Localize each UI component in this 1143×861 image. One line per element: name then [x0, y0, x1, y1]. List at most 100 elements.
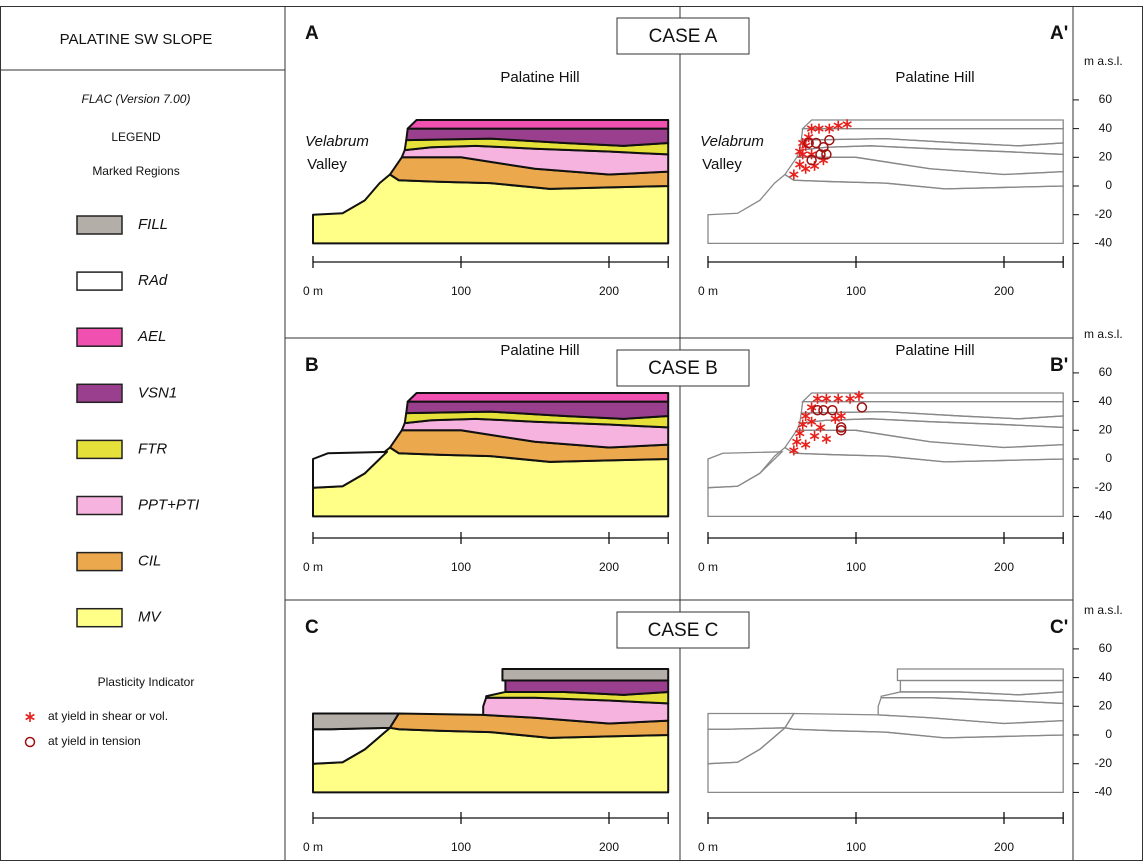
tension-marker	[835, 425, 847, 436]
x-tick-label: 200	[599, 840, 619, 854]
shear-marker	[812, 393, 823, 404]
legend-swatch	[76, 215, 123, 235]
elevation-tick-label: -20	[1095, 480, 1113, 494]
shear-marker	[795, 146, 805, 157]
legend-swatch	[76, 607, 123, 628]
mesh-boundary	[707, 712, 796, 730]
panel-label: B'	[1050, 355, 1068, 376]
tension-marker	[827, 404, 838, 416]
elevation-axis-label: m a.s.l.	[1084, 327, 1123, 341]
shear-marker	[800, 163, 811, 174]
elevation-tick-label: 0	[1105, 451, 1112, 465]
hill-label: Palatine Hill	[895, 69, 974, 86]
shear-marker	[833, 120, 843, 131]
tension-marker	[856, 402, 868, 413]
shear-marker	[854, 390, 864, 401]
indicator-label: at yield in tension	[48, 734, 141, 748]
elevation-axis-label: m a.s.l.	[1084, 54, 1123, 68]
x-tick-label: 100	[451, 560, 471, 574]
shear-marker	[789, 445, 799, 456]
shear-marker	[789, 169, 799, 180]
elevation-tick-label: 20	[1099, 149, 1113, 163]
mesh-boundary	[707, 727, 1064, 794]
x-tick-label: 200	[599, 560, 619, 574]
x-tick-label: 100	[451, 840, 471, 854]
legend-label: MV	[138, 609, 162, 626]
mesh-boundary	[801, 392, 1064, 403]
shear-marker	[806, 416, 817, 427]
mesh-boundary	[795, 418, 1064, 449]
elevation-tick-label: 40	[1099, 121, 1113, 135]
elevation-tick-label: -20	[1095, 207, 1113, 221]
case-title: CASE A	[649, 26, 718, 47]
x-tick-label: 0 m	[303, 560, 323, 574]
valley-name: Velabrum	[305, 133, 369, 150]
shear-marker	[836, 410, 846, 421]
elevation-tick-label: -20	[1095, 756, 1113, 770]
mesh-boundary	[707, 446, 1064, 518]
x-tick-label: 100	[451, 284, 471, 298]
x-tick-label: 200	[994, 284, 1014, 298]
tension-marker	[824, 134, 835, 146]
hill-label: Palatine Hill	[500, 69, 579, 86]
x-tick-label: 100	[846, 560, 866, 574]
shear-marker	[797, 419, 808, 430]
elevation-tick-label: 60	[1099, 92, 1113, 106]
tension-marker	[835, 422, 847, 433]
x-tick-label: 0 m	[698, 840, 718, 854]
legend-swatch	[76, 383, 123, 404]
valley-name: Velabrum	[700, 133, 764, 150]
elevation-tick-label: -40	[1095, 785, 1113, 799]
hill-label: Palatine Hill	[500, 342, 579, 359]
x-tick-label: 100	[846, 284, 866, 298]
elevation-tick-label: 60	[1099, 365, 1113, 379]
legend-label: VSN1	[138, 384, 177, 401]
x-tick-label: 100	[846, 840, 866, 854]
mesh-boundary	[800, 127, 1064, 147]
panel-label: C'	[1050, 617, 1068, 638]
sidebar-title: PALATINE SW SLOPE	[60, 31, 213, 48]
legend-title: LEGEND	[111, 130, 161, 144]
elevation-tick-label: 40	[1099, 670, 1113, 684]
case-box	[616, 17, 750, 55]
shear-marker	[806, 402, 817, 413]
elevation-axis-label: m a.s.l.	[1084, 603, 1123, 617]
rock-unit	[504, 679, 670, 696]
elevation-tick-label: 40	[1099, 394, 1113, 408]
tension-marker	[818, 404, 829, 416]
shear-marker	[800, 439, 811, 450]
x-tick-label: 0 m	[303, 284, 323, 298]
legend-swatch	[76, 495, 123, 516]
shear-marker	[800, 410, 811, 421]
rock-unit	[406, 391, 670, 403]
rock-unit	[501, 667, 670, 682]
shear-marker	[797, 137, 808, 148]
shear-marker	[845, 393, 855, 404]
x-tick-label: 200	[994, 840, 1014, 854]
shear-marker	[814, 123, 824, 134]
shear-marker	[821, 433, 832, 444]
plasticity-title: Plasticity Indicator	[98, 675, 195, 689]
case-box	[616, 349, 750, 387]
legend-label: RAd	[138, 272, 168, 289]
mesh-boundary	[707, 173, 1064, 245]
legend-label: FILL	[138, 216, 168, 233]
panel-label: C	[305, 617, 319, 638]
indicator-symbol	[25, 712, 35, 722]
shear-marker	[809, 431, 820, 442]
rock-unit	[406, 118, 670, 130]
mesh-boundary	[795, 145, 1064, 176]
x-tick-label: 0 m	[698, 560, 718, 574]
software: FLAC (Version 7.00)	[82, 92, 191, 106]
mesh-boundary	[899, 679, 1064, 696]
legend-swatch	[76, 271, 123, 291]
legend-swatch	[76, 551, 123, 572]
panel-label: A'	[1050, 23, 1068, 44]
indicator-label: at yield in shear or vol.	[48, 709, 168, 723]
shear-marker	[806, 123, 817, 134]
tension-marker	[815, 149, 826, 160]
tension-marker	[812, 404, 823, 416]
panel-label: A	[305, 23, 319, 44]
elevation-tick-label: -40	[1095, 236, 1113, 250]
elevation-tick-label: 0	[1105, 727, 1112, 741]
